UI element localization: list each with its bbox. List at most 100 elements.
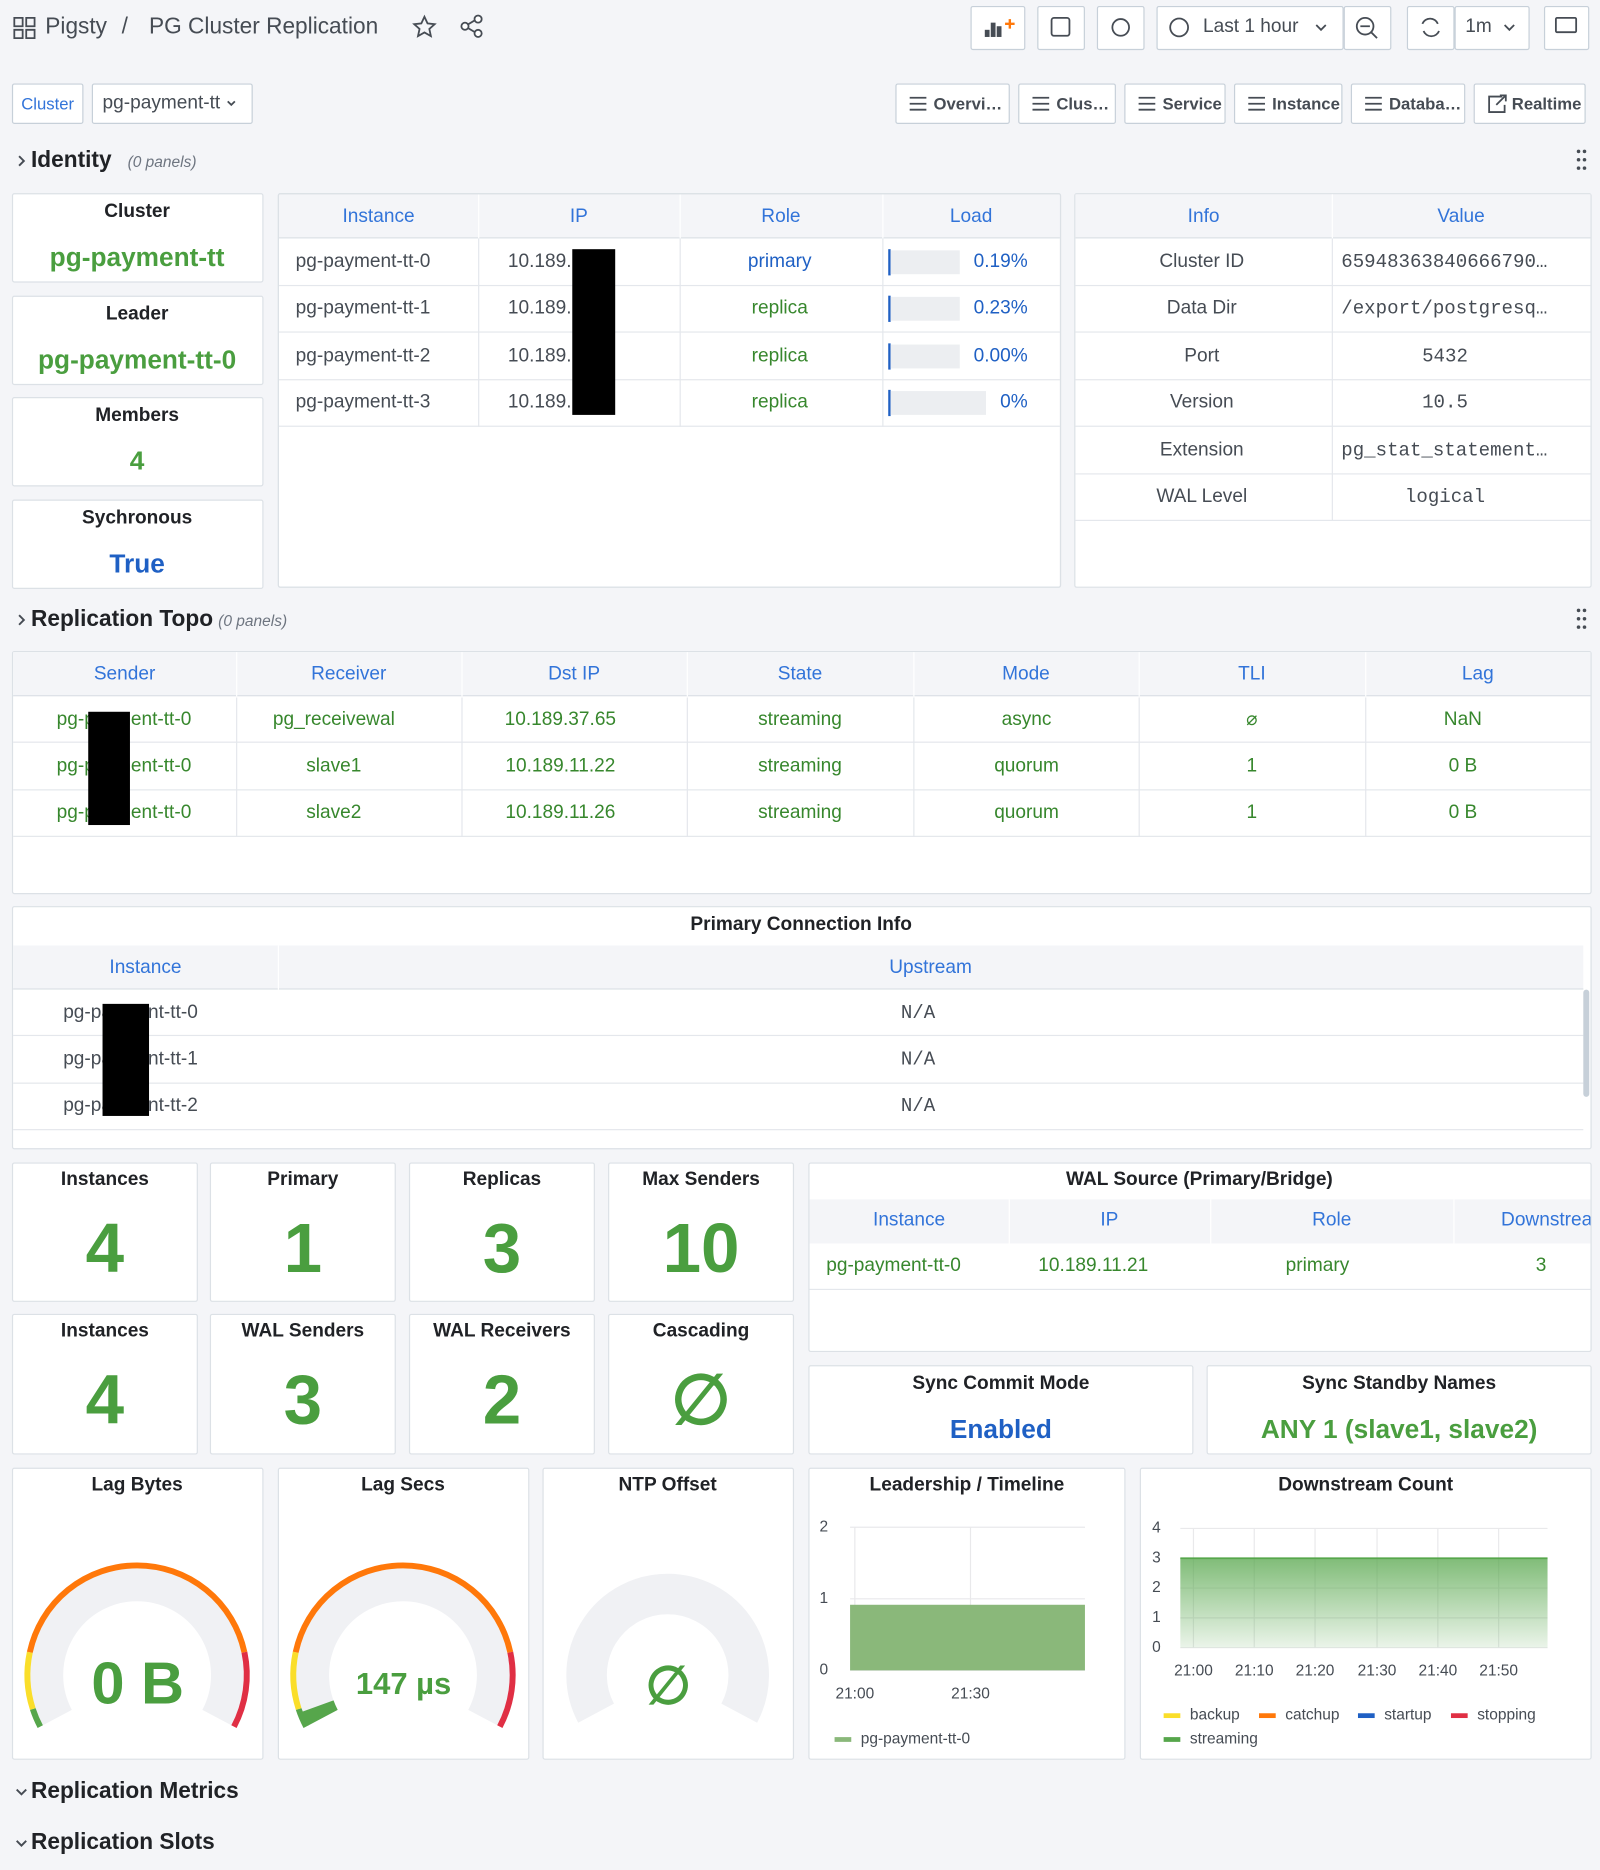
- column-divider: [1008, 1199, 1010, 1244]
- row-note: (0 panels): [127, 152, 197, 171]
- topology-cell: quorum: [994, 802, 1059, 823]
- row-title[interactable]: Replication Metrics: [30, 1780, 239, 1804]
- info-value: /export/postgresq…: [1341, 298, 1548, 320]
- topology-cell: ⌀: [1246, 708, 1258, 730]
- row-divider: [13, 741, 1591, 744]
- column-divider: [679, 194, 681, 239]
- table-header: [13, 945, 1584, 990]
- gauge-panel: [277, 1467, 530, 1760]
- column-header: TLI: [1238, 663, 1266, 684]
- stat-value: 2: [482, 1361, 522, 1440]
- column-header: Lag: [1461, 663, 1494, 684]
- toolbar-button: [970, 5, 1026, 51]
- column-divider: [277, 945, 279, 990]
- row-divider: [13, 835, 1591, 837]
- connection-instance: pg-payment-tt-1: [63, 1048, 272, 1072]
- load-bar-track: [890, 297, 960, 322]
- info-value: logical: [1404, 486, 1486, 509]
- column-divider: [1331, 238, 1333, 522]
- column-divider: [1138, 652, 1140, 697]
- column-divider: [461, 697, 463, 837]
- stat-panel: [11, 397, 264, 487]
- connection-upstream: N/A: [900, 1002, 936, 1024]
- column-divider: [1138, 697, 1140, 837]
- column-header: Role: [1312, 1210, 1352, 1231]
- column-header: Sender: [93, 663, 156, 684]
- load-bar-track: [890, 250, 960, 274]
- topology-cell: NaN: [1443, 708, 1482, 730]
- stat-value: 10: [662, 1210, 740, 1288]
- toolbar-button: [1454, 5, 1530, 51]
- topology-cell: 1: [1246, 802, 1258, 823]
- stat-value: 4: [85, 1361, 125, 1440]
- stat-value: 3: [283, 1361, 323, 1440]
- column-divider: [686, 697, 688, 837]
- load-bar-value: [888, 390, 891, 417]
- chart-panel: [808, 1467, 1126, 1760]
- info-value: 10.5: [1422, 392, 1468, 415]
- column-divider: [1453, 1199, 1455, 1244]
- column-divider: [1331, 194, 1333, 239]
- info-key: Cluster ID: [1159, 251, 1245, 272]
- row-divider: [13, 788, 1591, 790]
- topology-cell: 0 B: [1448, 755, 1478, 777]
- connection-instance: pg-payment-tt-0: [63, 1001, 272, 1025]
- gauge-value-text: ∅: [645, 1658, 692, 1716]
- stat-title: Replicas: [462, 1169, 542, 1190]
- stat-value: 3: [482, 1210, 522, 1288]
- row-title[interactable]: Replication Slots: [30, 1831, 215, 1856]
- row-divider: [278, 425, 1060, 427]
- row-divider: [1075, 425, 1591, 427]
- wal-source-panel: [808, 1162, 1592, 1353]
- dashboard-link-text: Realtime: [1511, 94, 1582, 114]
- sync-panel: [1206, 1365, 1592, 1455]
- dashboard-title: PG Cluster Replication: [149, 15, 379, 40]
- info-value: pg_stat_statement…: [1341, 439, 1548, 462]
- topology-cell: pg_receivewal: [272, 708, 395, 730]
- topology-cell: 10.189.11.22: [505, 755, 616, 777]
- topology-cell: 10.189.37.65: [504, 708, 617, 730]
- row-divider: [1075, 519, 1591, 522]
- topology-cell: quorum: [994, 755, 1059, 777]
- column-divider: [236, 652, 238, 697]
- wal-source-cell: 3: [1535, 1255, 1547, 1276]
- toolbar-button: [1096, 5, 1145, 51]
- topology-cell: 1: [1246, 755, 1258, 777]
- column-divider: [686, 652, 688, 697]
- column-divider: [882, 194, 884, 239]
- panel-title: NTP Offset: [618, 1474, 717, 1496]
- stat-panel: [11, 1313, 198, 1455]
- column-divider: [1365, 652, 1367, 697]
- stat-panel: [11, 499, 264, 589]
- stat-panel: [209, 1162, 396, 1302]
- stat-title: Instances: [60, 1169, 149, 1190]
- table-header: [278, 194, 1060, 239]
- stat-panel: [408, 1162, 595, 1302]
- sync-value: Enabled: [949, 1414, 1052, 1444]
- stat-panel: [608, 1313, 795, 1455]
- panel-title: Lag Bytes: [91, 1474, 183, 1496]
- redaction: [102, 1003, 150, 1116]
- load-bar-track: [890, 391, 986, 416]
- panel-title: Leadership / Timeline: [869, 1474, 1065, 1496]
- panel-title: Sync Commit Mode: [912, 1373, 1090, 1394]
- stat-title: Members: [95, 405, 179, 426]
- topology-cell: streaming: [758, 802, 842, 823]
- connection-upstream: N/A: [900, 1095, 936, 1118]
- stat-value: ∅: [670, 1361, 732, 1440]
- panel-title: WAL Source (Primary/Bridge): [1066, 1169, 1333, 1190]
- stat-panel: [11, 295, 264, 386]
- dashboard-link[interactable]: [1018, 83, 1116, 124]
- column-divider: [478, 194, 480, 239]
- gauge-value-text: 0 B: [91, 1651, 185, 1716]
- dashboard-link-text: Overview: [933, 94, 1008, 114]
- row-divider: [13, 1128, 1584, 1131]
- info-value: 65948363840666790…: [1341, 251, 1548, 273]
- stat-title: Cascading: [652, 1321, 750, 1342]
- column-divider: [679, 238, 681, 427]
- row-divider: [278, 284, 1060, 286]
- row-divider: [1075, 378, 1591, 380]
- panel-title: Sync Standby Names: [1302, 1373, 1497, 1394]
- info-key: Data Dir: [1166, 298, 1237, 319]
